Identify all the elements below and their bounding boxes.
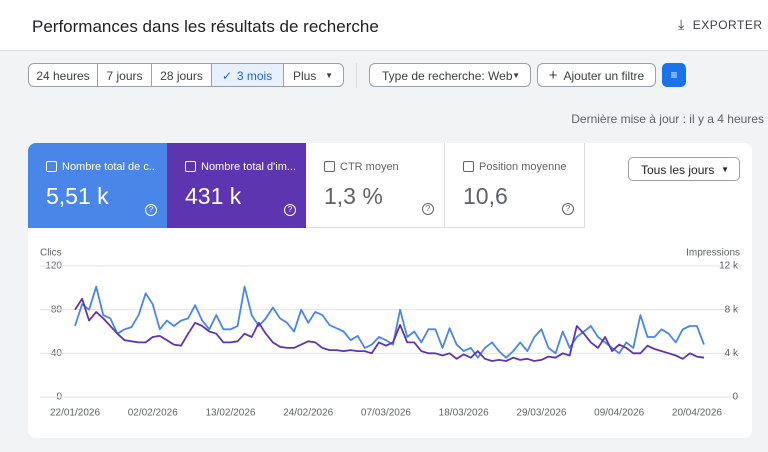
metric-value: 5,51 k bbox=[46, 183, 109, 209]
x-tick-label: 02/02/2026 bbox=[128, 408, 178, 419]
granularity-dropdown[interactable]: Tous les jours ▼ bbox=[628, 157, 740, 181]
metric-value: 1,3 % bbox=[324, 183, 383, 209]
add-filter-label: Ajouter un filtre bbox=[563, 69, 645, 83]
metric-value: 10,6 bbox=[463, 183, 508, 209]
checkbox bbox=[463, 161, 474, 172]
x-tick-label: 29/03/2026 bbox=[516, 408, 566, 419]
more-label: Plus bbox=[293, 69, 317, 83]
help-icon[interactable]: ? bbox=[145, 204, 157, 216]
metric-value: 431 k bbox=[185, 183, 242, 209]
divider bbox=[356, 63, 357, 88]
series-line bbox=[74, 297, 705, 362]
metric-card[interactable]: CTR moyen 1,3 %? bbox=[306, 143, 445, 228]
metric-card[interactable]: Nombre total d'im... 431 k? bbox=[167, 143, 306, 228]
y-axis-title: Clics bbox=[40, 248, 62, 259]
range-label: 3 mois bbox=[236, 69, 273, 83]
series-line bbox=[74, 285, 705, 359]
granularity-label: Tous les jours bbox=[641, 163, 715, 177]
x-tick-label: 24/02/2026 bbox=[283, 408, 333, 419]
y2-tick-label: 4 k bbox=[725, 348, 739, 359]
x-tick-label: 18/03/2026 bbox=[439, 408, 489, 419]
help-icon[interactable]: ? bbox=[562, 203, 574, 215]
page-title: Performances dans les résultats de reche… bbox=[32, 17, 379, 36]
x-tick-label: 20/04/2026 bbox=[672, 408, 722, 419]
header-bar bbox=[0, 0, 768, 51]
x-tick-label: 07/03/2026 bbox=[361, 408, 411, 419]
checkbox bbox=[185, 161, 196, 172]
metric-label: Position moyenne bbox=[479, 161, 567, 173]
add-filter-button[interactable]: + Ajouter un filtre bbox=[537, 63, 656, 87]
metric-label: Nombre total d'im... bbox=[201, 161, 295, 173]
search-type-label: Type de recherche: Web bbox=[382, 69, 513, 83]
more-chip[interactable]: Plus ▼ bbox=[283, 63, 344, 87]
y2-tick-label: 0 bbox=[732, 392, 738, 403]
checkbox bbox=[324, 161, 335, 172]
search-type-filter[interactable]: Type de recherche: Web ▼ bbox=[369, 63, 531, 87]
metric-label: Nombre total de c... bbox=[62, 161, 156, 173]
range-chip[interactable]: 28 jours bbox=[151, 63, 212, 87]
y2-axis-title: Impressions bbox=[686, 248, 740, 259]
metric-card[interactable]: Nombre total de c... 5,51 k? bbox=[28, 143, 167, 228]
x-tick-label: 13/02/2026 bbox=[205, 408, 255, 419]
last-update: Dernière mise à jour : il y a 4 heures bbox=[571, 112, 764, 126]
checkbox bbox=[46, 161, 57, 172]
filter-icon-button[interactable]: ≡ bbox=[662, 63, 686, 87]
metric-label: CTR moyen bbox=[340, 161, 399, 173]
range-chip[interactable]: 24 heures bbox=[28, 63, 98, 87]
export-button[interactable]: ⤓ EXPORTER bbox=[678, 16, 763, 32]
y2-tick-label: 12 k bbox=[719, 261, 739, 272]
help-icon[interactable]: ? bbox=[284, 204, 296, 216]
range-chip-selected[interactable]: ✓ 3 mois bbox=[211, 63, 284, 87]
export-label: EXPORTER bbox=[692, 18, 763, 32]
y2-tick-label: 8 k bbox=[725, 304, 739, 315]
metric-card[interactable]: Position moyenne 10,6? bbox=[445, 143, 585, 228]
x-tick-label: 09/04/2026 bbox=[594, 408, 644, 419]
help-icon[interactable]: ? bbox=[422, 203, 434, 215]
x-tick-label: 22/01/2026 bbox=[50, 408, 100, 419]
check-icon: ✓ bbox=[222, 69, 233, 83]
